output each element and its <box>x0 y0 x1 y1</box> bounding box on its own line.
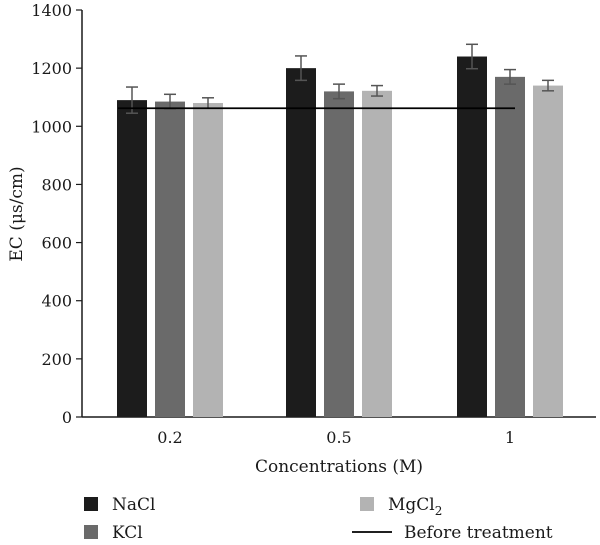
legend-label-text: KCl <box>112 523 143 543</box>
x-tick-label: 0.5 <box>326 428 351 447</box>
legend-swatch-1 <box>84 497 98 511</box>
y-tick-label: 200 <box>41 350 72 369</box>
y-tick-label: 400 <box>41 292 72 311</box>
y-tick-label: 1200 <box>31 59 72 78</box>
y-tick-label: 1000 <box>31 117 72 136</box>
bar-kcl-0_5 <box>324 91 354 418</box>
legend-label: MgCl2 <box>388 495 442 518</box>
legend-label: NaCl <box>112 495 155 515</box>
bar-mgcl2-0_2 <box>193 103 223 418</box>
y-tick-label: 0 <box>62 408 72 427</box>
x-tick-label: 1 <box>505 428 515 447</box>
legend-label: Before treatment <box>404 523 553 543</box>
legend: NaCl MgCl2 KCl Before treatment <box>84 495 553 543</box>
bar-mgcl2-0_5 <box>362 90 392 417</box>
tick-label-group: 0 200 400 600 800 1000 1200 1400 0.2 0.5 1 <box>31 1 515 447</box>
y-axis-title: EC (μs/cm) <box>7 166 27 261</box>
bar-nacl-0_2 <box>117 100 147 417</box>
y-tick-label: 600 <box>41 234 72 253</box>
legend-label-text: NaCl <box>112 495 155 515</box>
bar-kcl-0_2 <box>155 101 185 417</box>
x-axis-title: Concentrations (M) <box>255 457 423 477</box>
bar-series-group <box>117 56 563 418</box>
x-tick-label: 0.2 <box>157 428 182 447</box>
bar-nacl-0_5 <box>286 68 316 418</box>
bar-kcl-1 <box>495 76 525 417</box>
legend-label: KCl <box>112 523 143 543</box>
legend-label-text: MgCl <box>388 495 435 515</box>
legend-swatch-2 <box>360 497 374 511</box>
legend-label-subscript: 2 <box>435 504 443 518</box>
bar-mgcl2-1 <box>533 85 563 417</box>
y-tick-label: 1400 <box>31 1 72 20</box>
bar-nacl-1 <box>457 56 487 418</box>
y-tick-label: 800 <box>41 175 72 194</box>
legend-swatch-3 <box>84 525 98 539</box>
